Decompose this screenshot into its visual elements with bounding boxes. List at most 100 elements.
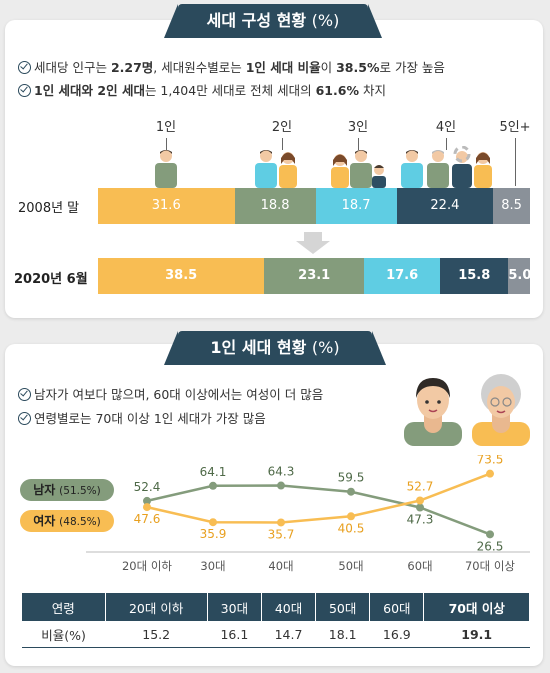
female-data-point bbox=[347, 512, 355, 521]
gender-line-chart: 20대 이하 30대 40대 50대 60대 70대 이상 52.4 64.1 64.3 59.5… bbox=[86, 455, 530, 573]
single-bullet-1: 남자가 여보다 많으며, 60대 이상에서는 여성이 더 많음 bbox=[18, 384, 323, 403]
bullet-text-part: 2.27명 bbox=[110, 60, 154, 75]
check-icon bbox=[18, 388, 31, 401]
table-header-cell: 40대 bbox=[261, 593, 317, 621]
bar-segment-3: 17.6 bbox=[364, 258, 441, 294]
household-composition-title: 세대 구성 현황 (%) bbox=[164, 4, 382, 38]
x-tick-label: 30대 bbox=[200, 559, 225, 573]
tick-5 bbox=[515, 134, 516, 186]
table-cell: 비율(%) bbox=[22, 621, 106, 648]
bullet-text-part: 세대당 인구는 bbox=[34, 60, 111, 75]
check-icon bbox=[18, 412, 31, 425]
male-data-label: 64.3 bbox=[268, 465, 295, 479]
bar-segment-1: 31.6 bbox=[98, 188, 235, 224]
female-data-label: 35.9 bbox=[200, 527, 227, 541]
bullet-text-part: , 세대원수별로는 bbox=[153, 60, 246, 75]
bar-segment-5: 8.5 bbox=[493, 188, 530, 224]
single-household-title: 1인 세대 현황 (%) bbox=[164, 331, 386, 365]
table-cell: 14.7 bbox=[261, 621, 316, 648]
bar-segment-3: 18.7 bbox=[315, 188, 397, 224]
bullet-text-part: 61.6% bbox=[315, 83, 359, 98]
header-5plus-person: 5인+ bbox=[496, 118, 534, 138]
bullet-text-part: 이 bbox=[320, 60, 337, 75]
bar-segment-1: 38.5 bbox=[98, 258, 265, 294]
table-cell: 15.2 bbox=[105, 621, 208, 648]
bullet-text-part: 차지 bbox=[358, 83, 386, 98]
female-series-line bbox=[146, 472, 491, 524]
summary-bullet-2: 1인 세대와 2인 세대는 1,404만 세대로 전체 세대의 61.6% 차지 bbox=[18, 80, 386, 99]
male-legend: 남자 (51.5%) bbox=[20, 479, 114, 501]
table-header-cell: 50대 bbox=[315, 593, 371, 621]
bullet-text-part: 38.5% bbox=[336, 60, 380, 75]
person-icon-family3 bbox=[331, 150, 386, 188]
man-avatar-icon bbox=[404, 378, 462, 446]
person-icon-couple bbox=[255, 150, 297, 188]
row-label-2020: 2020년 6월 bbox=[14, 272, 88, 287]
age-ratio-table: 연령 20대 이하 30대 40대 50대 60대 70대 이상 비율(%) 1… bbox=[22, 593, 530, 648]
table-cell: 18.1 bbox=[315, 621, 370, 648]
male-data-label: 59.5 bbox=[338, 471, 365, 485]
female-data-label: 73.5 bbox=[477, 455, 504, 467]
header-4-person: 4인 bbox=[430, 118, 462, 138]
table-header-row: 연령 20대 이하 30대 40대 50대 60대 70대 이상 bbox=[22, 593, 530, 621]
table-cell: 16.9 bbox=[369, 621, 424, 648]
person-icon-family4 bbox=[401, 146, 492, 188]
x-tick-label: 50대 bbox=[338, 559, 363, 573]
x-tick-label: 70대 이상 bbox=[465, 559, 515, 573]
grandma-avatar-icon bbox=[472, 374, 530, 446]
row-label-2008: 2008년 말 bbox=[18, 201, 80, 216]
male-data-point bbox=[209, 481, 217, 490]
tick-4 bbox=[446, 134, 447, 150]
table-header-cell: 60대 bbox=[369, 593, 425, 621]
bullet-text-part: 1인 세대 비율 bbox=[245, 60, 321, 75]
male-data-point bbox=[347, 487, 355, 496]
male-data-label: 26.5 bbox=[477, 539, 504, 553]
bar-segment-5: 5.0 bbox=[508, 258, 531, 294]
female-data-point bbox=[143, 503, 151, 512]
stacked-bar-2008: 31.6 18.8 18.7 22.4 8.5 bbox=[98, 188, 530, 224]
stacked-bar-2020: 38.5 23.1 17.6 15.8 5.0 bbox=[98, 258, 531, 294]
bullet-text-part: 1인 세대와 2인 세대 bbox=[34, 83, 145, 98]
female-data-point bbox=[209, 518, 217, 527]
check-icon bbox=[18, 61, 31, 74]
table-header-cell: 70대 이상 bbox=[423, 593, 530, 621]
header-1-person: 1인 bbox=[150, 118, 182, 138]
table-header-cell: 20대 이하 bbox=[105, 593, 208, 621]
tick-1 bbox=[166, 134, 167, 150]
table-header-cell: 연령 bbox=[22, 593, 106, 621]
male-data-point bbox=[486, 530, 494, 539]
check-icon bbox=[18, 84, 31, 97]
female-legend: 여자 (48.5%) bbox=[20, 510, 114, 532]
table-cell: 19.1 bbox=[423, 621, 530, 648]
bullet-text-part: 로 가장 높음 bbox=[379, 60, 445, 75]
bar-segment-2: 18.8 bbox=[234, 188, 316, 224]
bar-segment-4: 15.8 bbox=[440, 258, 509, 294]
single-bullet-2: 연령별로는 70대 이상 1인 세대가 가장 많음 bbox=[18, 408, 266, 427]
table-cell: 16.1 bbox=[207, 621, 262, 648]
female-data-label: 35.7 bbox=[268, 527, 295, 541]
person-icon-single bbox=[155, 150, 177, 188]
female-data-label: 52.7 bbox=[407, 480, 434, 494]
table-header-cell: 30대 bbox=[207, 593, 262, 621]
bullet-text-part: 는 1,404만 세대로 전체 세대의 bbox=[144, 83, 316, 98]
female-data-point bbox=[277, 518, 285, 527]
male-data-point bbox=[277, 481, 285, 490]
female-data-label: 47.6 bbox=[134, 512, 161, 526]
table-row: 비율(%) 15.2 16.1 14.7 18.1 16.9 19.1 bbox=[22, 621, 530, 648]
female-data-point bbox=[416, 496, 424, 505]
x-tick-label: 60대 bbox=[407, 559, 432, 573]
header-3-person: 3인 bbox=[342, 118, 374, 138]
female-data-label: 40.5 bbox=[338, 521, 365, 535]
male-data-label: 64.1 bbox=[200, 465, 227, 479]
tick-2 bbox=[282, 134, 283, 150]
male-series-line bbox=[146, 484, 491, 536]
header-2-person: 2인 bbox=[266, 118, 298, 138]
down-arrow-icon bbox=[296, 232, 330, 254]
tick-3 bbox=[358, 134, 359, 150]
x-tick-label: 20대 이하 bbox=[122, 559, 172, 573]
male-data-point bbox=[416, 503, 424, 512]
male-data-point bbox=[143, 496, 151, 505]
male-data-label: 47.3 bbox=[407, 512, 434, 526]
summary-bullet-1: 세대당 인구는 2.27명, 세대원수별로는 1인 세대 비율이 38.5%로 … bbox=[18, 57, 445, 76]
female-data-point bbox=[486, 469, 494, 478]
